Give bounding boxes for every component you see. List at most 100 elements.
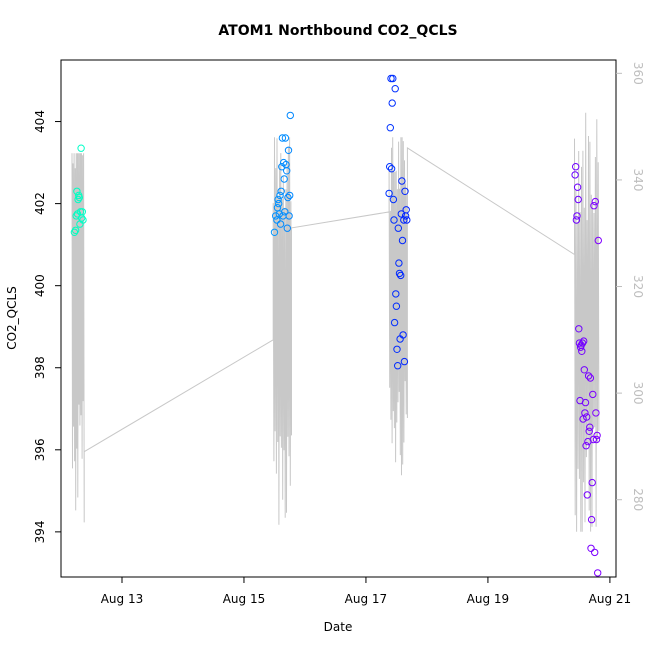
data-point	[389, 195, 398, 204]
data-point	[399, 331, 407, 339]
chart-title: ATOM1 Northbound CO2_QCLS	[218, 23, 457, 39]
data-point	[578, 347, 586, 355]
y-tick-label: 402	[33, 192, 47, 215]
data-point	[594, 569, 602, 577]
line-series	[71, 112, 600, 532]
x-tick-label: Aug 21	[589, 592, 632, 606]
data-point	[575, 325, 583, 333]
data-point	[281, 134, 290, 142]
data-point	[588, 478, 596, 487]
data-point	[284, 193, 292, 202]
data-point	[589, 435, 598, 444]
data-point	[583, 413, 591, 421]
data-point	[272, 212, 280, 220]
x-tick-label: Aug 19	[467, 592, 510, 606]
series-line	[71, 112, 600, 532]
point-series	[70, 74, 602, 577]
data-point	[593, 431, 601, 440]
data-point	[574, 195, 582, 204]
data-point	[573, 183, 582, 191]
data-point	[398, 177, 406, 185]
data-point	[273, 216, 281, 224]
data-point	[402, 206, 410, 214]
data-point	[587, 544, 595, 552]
data-point	[580, 366, 588, 374]
data-point	[270, 228, 279, 237]
plot-frame	[60, 59, 617, 578]
data-point	[587, 515, 596, 524]
right-tick-label: 320	[631, 275, 645, 298]
data-point	[393, 345, 401, 353]
data-point	[388, 99, 396, 107]
data-point	[589, 390, 597, 399]
data-point	[274, 195, 282, 204]
data-point	[278, 163, 286, 171]
data-point	[390, 318, 399, 327]
data-point	[386, 124, 394, 132]
x-axis-label: Date	[324, 620, 353, 634]
data-point	[278, 134, 287, 142]
data-point	[387, 165, 396, 173]
data-point	[572, 163, 580, 171]
right-tick-label: 340	[631, 168, 645, 191]
right-axis: 280 300 320 340 360	[616, 62, 645, 511]
data-point	[583, 491, 591, 499]
data-point	[572, 216, 581, 224]
data-point	[394, 224, 402, 232]
data-point	[394, 362, 402, 370]
y-tick-label: 404	[33, 110, 47, 133]
data-point	[397, 271, 405, 280]
data-point	[390, 216, 398, 224]
data-point	[389, 74, 397, 83]
data-point	[281, 208, 289, 216]
y-axis: 394 396 398 400 402 404	[33, 110, 61, 543]
data-point	[571, 171, 579, 179]
data-point	[277, 187, 285, 196]
data-point	[79, 216, 87, 224]
right-tick-label: 280	[631, 488, 645, 511]
data-point	[585, 427, 593, 435]
data-point	[286, 111, 294, 120]
data-point	[581, 409, 589, 417]
data-point	[578, 339, 587, 347]
data-point	[590, 202, 598, 210]
data-point	[403, 216, 411, 224]
data-point	[284, 146, 293, 155]
data-point	[395, 259, 403, 267]
data-point	[283, 224, 291, 232]
data-point	[285, 212, 293, 220]
data-point	[283, 167, 291, 175]
data-point	[584, 372, 593, 380]
x-tick-label: Aug 15	[223, 592, 266, 606]
data-point	[286, 191, 294, 200]
data-point	[75, 193, 84, 202]
data-point	[581, 398, 590, 407]
data-point	[398, 236, 407, 245]
y-tick-label: 398	[33, 356, 47, 379]
data-point	[592, 409, 600, 417]
data-point	[397, 210, 405, 218]
data-point	[400, 357, 409, 366]
data-point	[592, 435, 601, 444]
data-point	[586, 423, 594, 431]
y-tick-label: 400	[33, 274, 47, 297]
y-tick-label: 396	[33, 438, 47, 461]
data-point	[276, 220, 285, 228]
right-tick-label: 300	[631, 382, 645, 405]
data-point	[591, 197, 599, 206]
data-point	[580, 337, 588, 345]
data-point	[591, 548, 599, 557]
data-point	[575, 339, 584, 347]
data-point	[73, 187, 81, 196]
data-point	[280, 175, 288, 183]
data-point	[395, 269, 404, 278]
data-point	[391, 85, 399, 93]
data-point	[594, 236, 602, 245]
data-point	[78, 208, 87, 216]
data-point	[392, 290, 400, 298]
data-point	[275, 199, 283, 208]
data-point	[70, 228, 79, 237]
data-point	[386, 163, 394, 171]
